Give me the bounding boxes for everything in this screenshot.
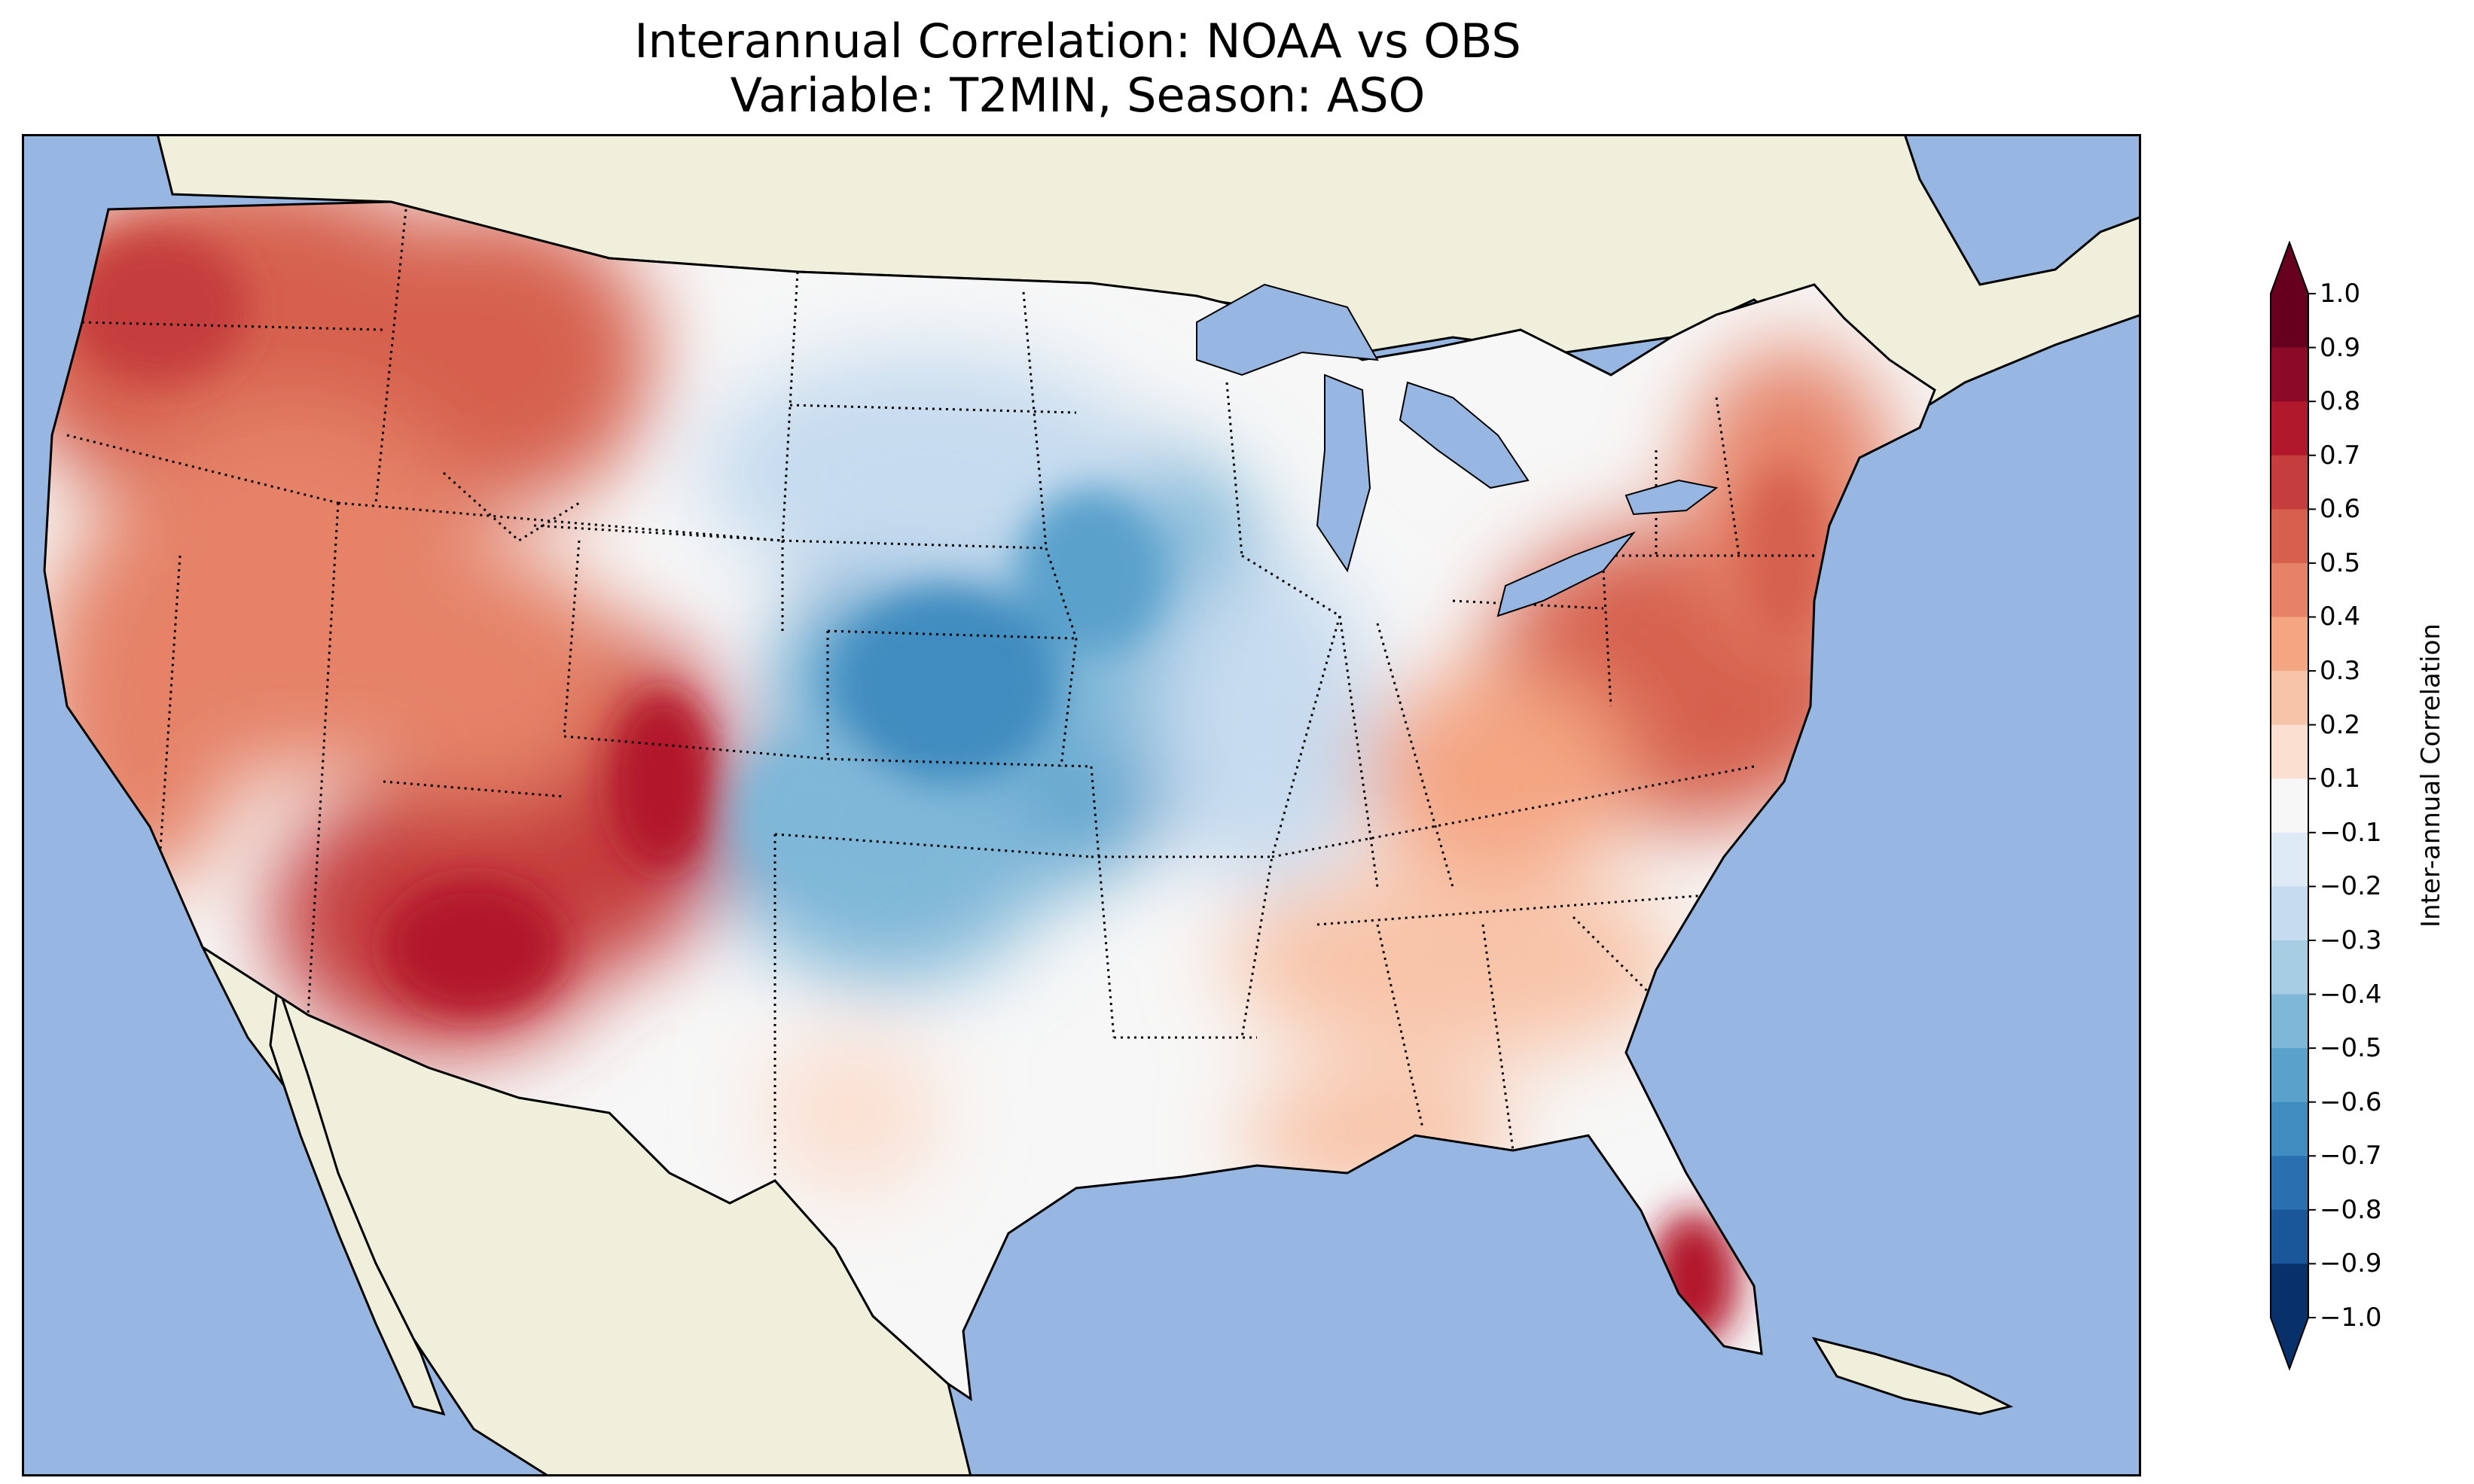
colorbar-band — [2271, 347, 2308, 402]
map-title: Interannual Correlation: NOAA vs OBS — [634, 14, 1521, 69]
colorbar-band — [2271, 940, 2308, 995]
colorbar-band — [2271, 401, 2308, 456]
colorbar-band — [2271, 562, 2308, 617]
colorbar-band — [2271, 1209, 2308, 1264]
colorbar-tick-label: −0.3 — [2320, 925, 2382, 955]
colorbar-tick-label: −0.4 — [2320, 979, 2382, 1010]
colorbar-tick-label: −0.7 — [2320, 1141, 2382, 1172]
colorbar-band — [2271, 779, 2308, 833]
cuba-land — [1811, 1336, 2014, 1415]
colorbar-band — [2271, 1156, 2308, 1211]
state-borders — [66, 209, 1814, 1181]
colorbar-tick-label: −0.9 — [2320, 1248, 2382, 1279]
baja-land — [269, 984, 446, 1416]
colorbar-tick-label: −0.6 — [2320, 1086, 2382, 1117]
colorbar-band — [2271, 724, 2308, 779]
colorbar-tick-label: 1.0 — [2320, 279, 2361, 309]
colorbar-extend-max — [2271, 242, 2308, 294]
colorbar-tick-label: −0.1 — [2320, 817, 2382, 848]
colorbar-tick-label: 0.3 — [2320, 656, 2361, 687]
map-frame — [22, 134, 2141, 1476]
great-lakes — [1196, 283, 1719, 617]
colorbar-tick-label: −0.2 — [2320, 871, 2382, 902]
colorbar-tick-label: 0.5 — [2320, 547, 2361, 578]
colorbar-tick-label: 0.2 — [2320, 709, 2361, 740]
correlation-map — [22, 134, 2141, 1476]
colorbar-band — [2271, 1102, 2308, 1156]
colorbar-tick-label: 0.1 — [2320, 763, 2361, 794]
colorbar-tick-label: −0.8 — [2320, 1194, 2382, 1225]
colorbar-extend-min — [2271, 1318, 2308, 1369]
colorbar-band — [2271, 509, 2308, 564]
colorbar-band — [2271, 455, 2308, 510]
colorbar-tick-label: 0.9 — [2320, 332, 2361, 363]
colorbar-band — [2271, 832, 2308, 887]
colorbar — [2270, 241, 2316, 1370]
colorbar-band — [2271, 671, 2308, 726]
colorbar-band — [2271, 994, 2308, 1049]
colorbar-tick-label: 0.8 — [2320, 386, 2361, 417]
colorbar-band — [2271, 617, 2308, 672]
colorbar-band — [2271, 1263, 2308, 1318]
colorbar-tick-label: 0.7 — [2320, 440, 2361, 471]
colorbar-band — [2271, 886, 2308, 941]
colorbar-band — [2271, 1048, 2308, 1103]
colorbar-band — [2271, 294, 2308, 349]
colorbar-tick-label: 0.6 — [2320, 494, 2361, 525]
colorbar-tick-label: −0.5 — [2320, 1033, 2382, 1064]
colorbar-tick-label: −1.0 — [2320, 1303, 2382, 1333]
map-subtitle: Variable: T2MIN, Season: ASO — [730, 68, 1426, 123]
colorbar-tick-label: 0.4 — [2320, 602, 2361, 632]
